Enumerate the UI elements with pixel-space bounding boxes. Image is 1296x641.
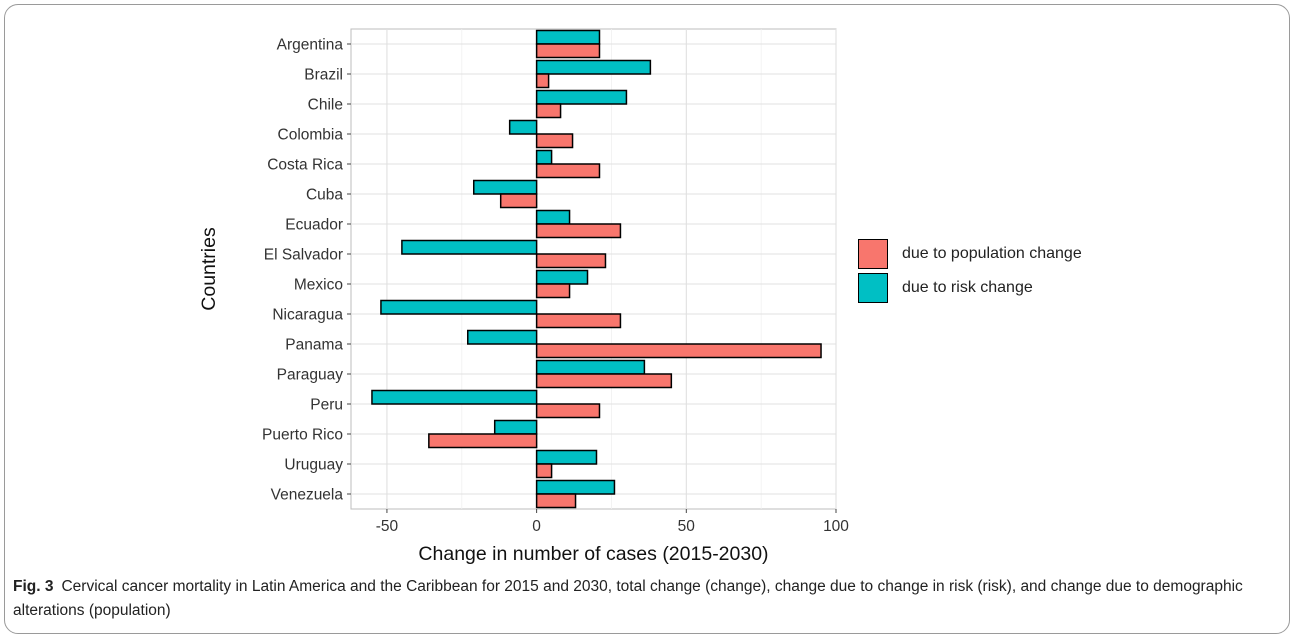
bar-population-argentina	[535, 43, 601, 59]
y-tick-labels: Argentina Brazil Chile Colombia Costa Rica Cu…	[262, 37, 351, 504]
bar-risk-argentina	[535, 29, 601, 45]
bar-population-colombia	[535, 133, 574, 149]
y-tick-label: Chile	[308, 97, 343, 114]
bar-risk-chile	[535, 89, 628, 105]
bar-risk-uruguay	[535, 449, 598, 465]
x-tick-label: 50	[678, 518, 696, 535]
bar-risk-puerto-rico	[493, 419, 538, 435]
legend-item-population: due to population change	[858, 238, 1082, 270]
bar-population-cuba	[499, 193, 538, 209]
x-tick-label: 100	[823, 518, 849, 535]
bar-risk-costa-rica	[535, 149, 553, 165]
x-tick-label: 0	[532, 518, 541, 535]
bar-risk-brazil	[535, 59, 652, 75]
bar-population-el-salvador	[535, 253, 607, 269]
y-tick-label: Uruguay	[284, 457, 343, 474]
y-tick-label: Mexico	[294, 277, 343, 294]
y-tick-label: Paraguay	[277, 367, 344, 384]
figure-label: Fig. 3	[13, 578, 54, 595]
bar-risk-paraguay	[535, 359, 646, 375]
y-tick-label: Cuba	[306, 187, 343, 204]
y-tick-label: Brazil	[304, 67, 343, 84]
bar-risk-el-salvador	[401, 239, 538, 255]
bar-risk-panama	[467, 329, 538, 345]
y-tick-label: Venezuela	[271, 487, 344, 504]
x-tick-label: -50	[376, 518, 399, 535]
bar-population-chile	[535, 103, 562, 119]
caption-text: Cervical cancer mortality in Latin Ameri…	[13, 578, 1243, 619]
x-axis-label: Change in number of cases (2015-2030)	[418, 543, 768, 565]
y-tick-label: Ecuador	[285, 217, 343, 234]
bar-population-brazil	[535, 73, 550, 89]
bar-risk-venezuela	[535, 479, 616, 495]
y-axis-label: Countries	[198, 227, 220, 311]
x-tick-labels: -50 0 50 100	[376, 509, 849, 535]
legend: due to population change due to risk cha…	[858, 238, 1082, 306]
y-tick-label: Colombia	[278, 127, 344, 144]
bar-population-nicaragua	[535, 313, 622, 329]
legend-item-risk: due to risk change	[858, 272, 1082, 304]
legend-key-risk	[858, 273, 888, 303]
legend-label-population: due to population change	[902, 245, 1082, 262]
bar-risk-colombia	[508, 119, 538, 135]
legend-key-population	[858, 239, 888, 269]
bar-risk-nicaragua	[380, 299, 538, 315]
bar-population-peru	[535, 403, 601, 419]
y-tick-label: El Salvador	[264, 247, 343, 264]
plot-panel	[350, 28, 837, 510]
bar-population-paraguay	[535, 373, 673, 389]
bar-population-panama	[535, 343, 822, 359]
y-tick-label: Peru	[310, 397, 343, 414]
y-tick-label: Argentina	[277, 37, 344, 54]
legend-label-risk: due to risk change	[902, 279, 1033, 296]
bar-population-venezuela	[535, 493, 577, 509]
bar-risk-mexico	[535, 269, 589, 285]
bar-population-puerto-rico	[428, 433, 538, 449]
bar-population-mexico	[535, 283, 571, 299]
bar-risk-peru	[371, 389, 538, 405]
bar-population-ecuador	[535, 223, 622, 239]
bar-risk-ecuador	[535, 209, 571, 225]
y-tick-label: Costa Rica	[267, 157, 343, 174]
y-tick-label: Panama	[285, 337, 343, 354]
bar-risk-cuba	[472, 179, 538, 195]
figure-caption: Fig. 3 Cervical cancer mortality in Latin…	[13, 575, 1281, 623]
bars	[371, 29, 822, 509]
bar-population-costa-rica	[535, 163, 601, 179]
y-tick-label: Nicaragua	[272, 307, 343, 324]
bar-population-uruguay	[535, 463, 553, 479]
y-tick-label: Puerto Rico	[262, 427, 343, 444]
